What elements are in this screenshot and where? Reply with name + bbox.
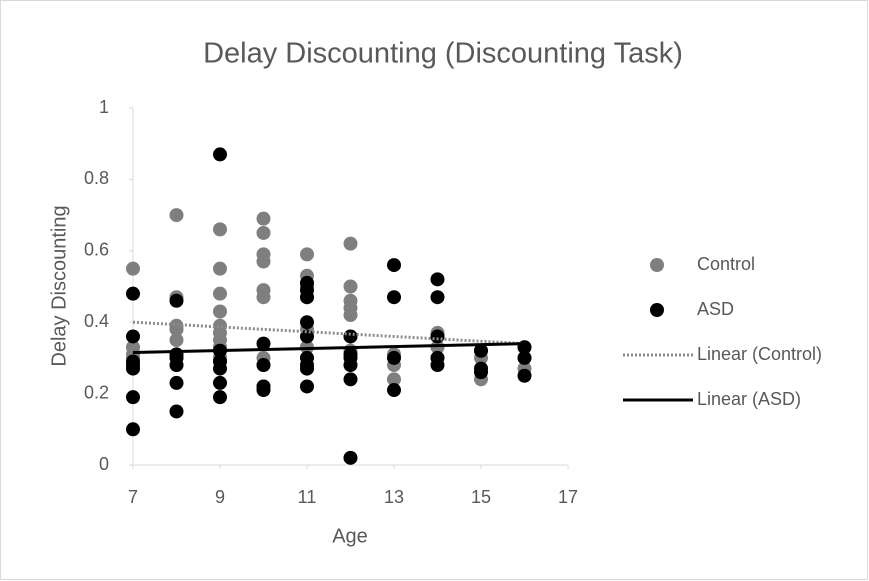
data-point [300, 379, 314, 394]
data-point [213, 390, 227, 405]
data-point [169, 375, 184, 390]
data-point [169, 358, 184, 373]
data-point [430, 340, 445, 355]
legend-label: Linear (ASD) [697, 389, 801, 409]
data-point [213, 375, 227, 390]
y-tick-label: 0.8 [84, 168, 109, 188]
x-tick-label: 17 [558, 487, 578, 507]
data-point [430, 329, 445, 344]
data-point [387, 350, 401, 365]
legend-marker [650, 258, 664, 272]
data-point [343, 279, 358, 294]
data-point [213, 261, 227, 276]
x-tick-label: 15 [471, 487, 491, 507]
data-point [213, 286, 227, 301]
y-tick-label: 1 [99, 97, 109, 117]
data-point [256, 225, 271, 240]
data-point [474, 365, 488, 380]
data-point [169, 333, 184, 348]
legend-label: ASD [697, 299, 734, 319]
x-tick-label: 13 [384, 487, 404, 507]
data-point [213, 361, 227, 376]
y-axis-label: Delay Discounting [48, 205, 70, 366]
data-point [343, 372, 358, 387]
data-point [126, 329, 140, 344]
data-point [256, 211, 271, 226]
data-point [126, 361, 140, 376]
y-tick-label: 0.2 [84, 382, 109, 402]
chart-title: Delay Discounting (Discounting Task) [203, 38, 683, 70]
data-point [126, 286, 140, 301]
legend-label: Linear (Control) [697, 344, 822, 364]
y-tick-label: 0.4 [84, 311, 109, 331]
data-point [474, 343, 488, 358]
data-point [387, 290, 401, 305]
trend-line [132, 320, 525, 346]
data-point [256, 336, 271, 351]
x-axis-label: Age [332, 525, 368, 547]
y-tick-label: 0 [99, 454, 109, 474]
data-point [126, 261, 140, 276]
data-point [213, 222, 227, 237]
data-point [169, 208, 184, 223]
x-tick-label: 9 [215, 487, 225, 507]
data-point [256, 358, 271, 373]
data-point [300, 247, 314, 262]
data-point [256, 254, 271, 269]
data-point [213, 304, 227, 319]
y-tick-label: 0.6 [84, 240, 109, 260]
data-point [300, 315, 314, 330]
x-tick-label: 11 [298, 487, 317, 507]
data-point [256, 290, 271, 305]
data-point [387, 383, 401, 398]
data-point [300, 361, 314, 376]
data-point [387, 372, 401, 387]
data-point [169, 404, 184, 419]
legend-marker [650, 303, 664, 317]
data-point [343, 236, 358, 251]
data-point [430, 290, 445, 305]
data-point [517, 350, 532, 365]
data-point [343, 450, 358, 465]
data-point [387, 258, 401, 273]
data-point [517, 368, 532, 383]
data-point [430, 272, 445, 287]
data-point [343, 308, 358, 323]
x-tick-label: 7 [128, 487, 138, 507]
data-point [126, 422, 140, 437]
data-point [343, 358, 358, 373]
data-point [126, 390, 140, 405]
data-point [169, 293, 184, 308]
data-point [213, 147, 227, 162]
data-point [343, 329, 358, 344]
trend-line [132, 342, 525, 355]
legend-label: Control [697, 254, 755, 274]
data-point [430, 358, 445, 373]
data-point [256, 383, 271, 398]
data-point [300, 290, 314, 305]
